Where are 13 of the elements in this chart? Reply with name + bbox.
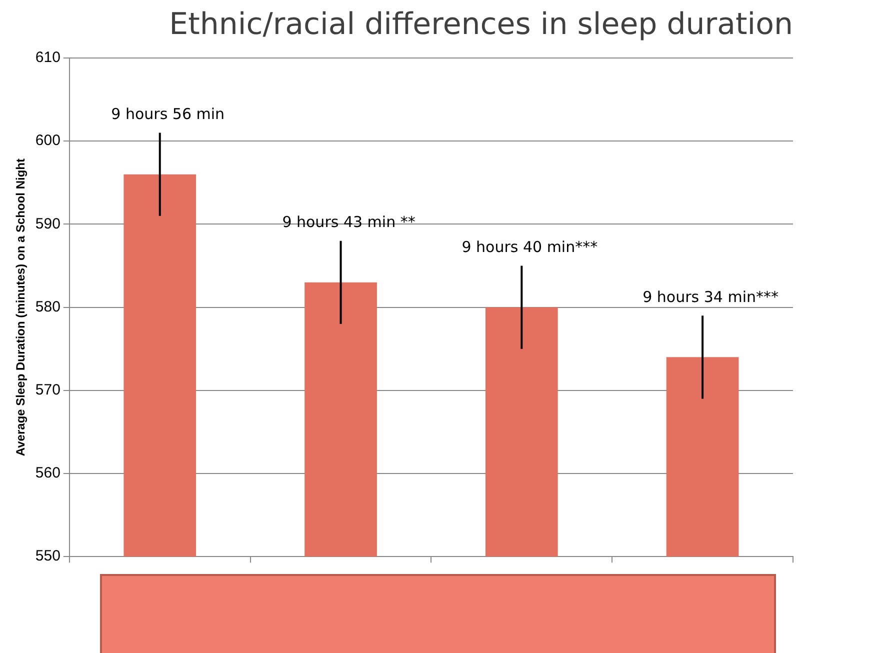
annotation: 9 hours 40 min***: [462, 238, 598, 256]
annotation: 9 hours 34 min***: [642, 288, 779, 306]
y-tick-label: 550: [35, 548, 60, 565]
y-tick-label: 560: [35, 464, 60, 482]
y-tick-label: 590: [35, 215, 60, 232]
y-axis-title: Average Sleep Duration (minutes) on a School Night: [14, 158, 28, 456]
y-tick-label: 600: [35, 132, 60, 150]
annotation: 9 hours 43 min **: [282, 213, 416, 232]
y-tick-label: 610: [35, 49, 60, 66]
y-tick-label: 570: [35, 382, 60, 399]
chart-title: Ethnic/racial differences in sleep duration: [169, 6, 793, 42]
y-tick-label: 580: [35, 298, 60, 316]
annotation: 9 hours 56 min: [111, 105, 225, 124]
